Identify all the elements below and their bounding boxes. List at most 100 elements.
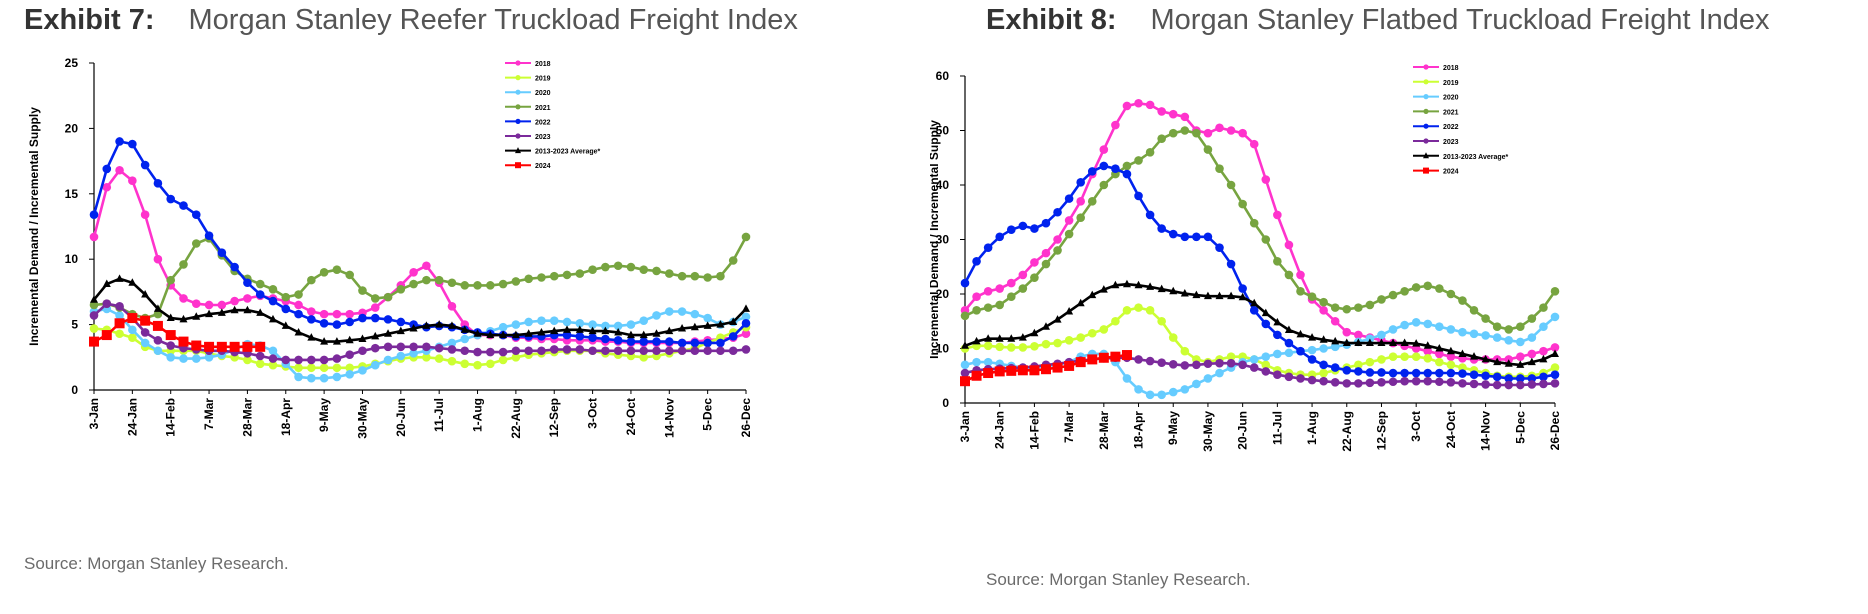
reefer-point — [345, 270, 354, 280]
reefer-point — [165, 330, 176, 341]
reefer-point — [384, 329, 393, 337]
flatbed-point — [1550, 370, 1560, 379]
flatbed-point — [1157, 107, 1166, 116]
reefer-point — [358, 313, 367, 323]
flatbed-point — [1388, 377, 1398, 387]
reefer-point — [447, 278, 457, 288]
reefer-point — [255, 351, 265, 361]
reefer-point — [588, 320, 597, 329]
reefer-point — [703, 346, 712, 356]
reefer-point — [307, 363, 316, 373]
flatbed-point — [1504, 325, 1514, 334]
reefer-point — [191, 354, 201, 363]
flatbed-point — [1539, 303, 1548, 312]
flatbed-y-tick-label: 10 — [936, 342, 950, 356]
reefer-point — [307, 333, 316, 341]
reefer-point — [243, 294, 252, 303]
flatbed-point — [1134, 355, 1143, 364]
reefer-point — [243, 278, 252, 288]
reefer-point — [652, 329, 661, 337]
flatbed-legend-label: 2018 — [1443, 65, 1459, 72]
reefer-point — [345, 317, 354, 327]
reefer-point — [716, 346, 725, 356]
reefer-point — [601, 334, 610, 344]
flatbed-point — [1007, 334, 1016, 342]
reefer-point — [204, 353, 214, 362]
reefer-point — [242, 341, 253, 352]
flatbed-point — [1400, 286, 1409, 296]
flatbed-point — [1098, 352, 1109, 363]
flatbed-point — [1122, 101, 1132, 111]
flatbed-point — [1122, 161, 1132, 171]
flatbed-point — [1458, 327, 1467, 337]
flatbed-point — [1307, 375, 1317, 385]
flatbed-point — [1330, 377, 1340, 387]
flatbed-point — [1226, 126, 1236, 135]
reefer-point — [473, 360, 482, 370]
flatbed-x-tick-label: 5-Dec — [1513, 411, 1527, 444]
reefer-point — [319, 363, 329, 373]
reefer-point — [741, 318, 751, 328]
reefer-point — [537, 327, 546, 336]
reefer-point — [524, 317, 533, 327]
reefer-x-tick-label: 14-Nov — [662, 398, 676, 438]
flatbed-point — [1261, 352, 1271, 361]
reefer-point — [511, 330, 520, 339]
flatbed-point — [1053, 207, 1062, 217]
reefer-point — [217, 300, 227, 310]
reefer-point — [319, 309, 329, 319]
reefer-point — [511, 353, 521, 362]
flatbed-point — [1504, 380, 1514, 390]
reefer-point — [370, 343, 380, 353]
exhibit-7: Exhibit 7: Morgan Stanley Reefer Truckloa… — [0, 0, 930, 614]
reefer-point — [434, 275, 444, 285]
flatbed-point — [1168, 333, 1178, 342]
reefer-point — [294, 355, 303, 365]
flatbed-point — [1377, 330, 1386, 340]
reefer-legend-marker — [515, 89, 521, 95]
reefer-point — [588, 265, 597, 274]
flatbed-point — [1435, 344, 1444, 352]
flatbed-point — [1423, 346, 1433, 356]
reefer-point — [358, 366, 367, 375]
reefer-point — [741, 329, 751, 339]
flatbed-point — [1215, 291, 1224, 300]
flatbed-point — [1238, 199, 1247, 209]
reefer-point — [588, 333, 597, 342]
reefer-point — [294, 372, 303, 382]
reefer-point — [511, 277, 521, 286]
reefer-point — [102, 299, 112, 308]
flatbed-point — [1121, 350, 1132, 361]
reefer-point — [332, 372, 342, 382]
reefer-point — [549, 345, 559, 354]
flatbed-point — [1458, 379, 1467, 388]
reefer-x-tick-label: 1-Aug — [471, 398, 485, 432]
reefer-point — [396, 351, 406, 361]
flatbed-point — [1550, 343, 1560, 352]
flatbed-point — [1192, 128, 1201, 138]
flatbed-point — [1504, 359, 1513, 367]
flatbed-point — [1261, 235, 1271, 244]
reefer-point — [268, 284, 278, 294]
reefer-point — [115, 329, 124, 339]
reefer-point — [179, 201, 188, 210]
exhibit-7-label: Exhibit 7: — [24, 4, 155, 36]
flatbed-point — [1040, 364, 1051, 375]
flatbed-point — [1527, 380, 1537, 389]
reefer-point — [179, 294, 188, 303]
flatbed-point — [1215, 164, 1224, 173]
reefer-point — [728, 256, 738, 265]
reefer-point — [243, 305, 252, 314]
reefer-point — [101, 330, 112, 341]
flatbed-series-line — [964, 101, 1556, 361]
flatbed-point — [1458, 296, 1467, 305]
flatbed-legend-label: 2022 — [1443, 124, 1459, 131]
reefer-point — [652, 337, 661, 346]
flatbed-point — [1330, 316, 1340, 326]
flatbed-point — [1134, 280, 1143, 289]
reefer-point — [665, 326, 674, 335]
reefer-point — [370, 303, 380, 312]
flatbed-point — [1076, 333, 1085, 342]
flatbed-point — [1226, 180, 1236, 190]
reefer-point — [332, 354, 342, 363]
